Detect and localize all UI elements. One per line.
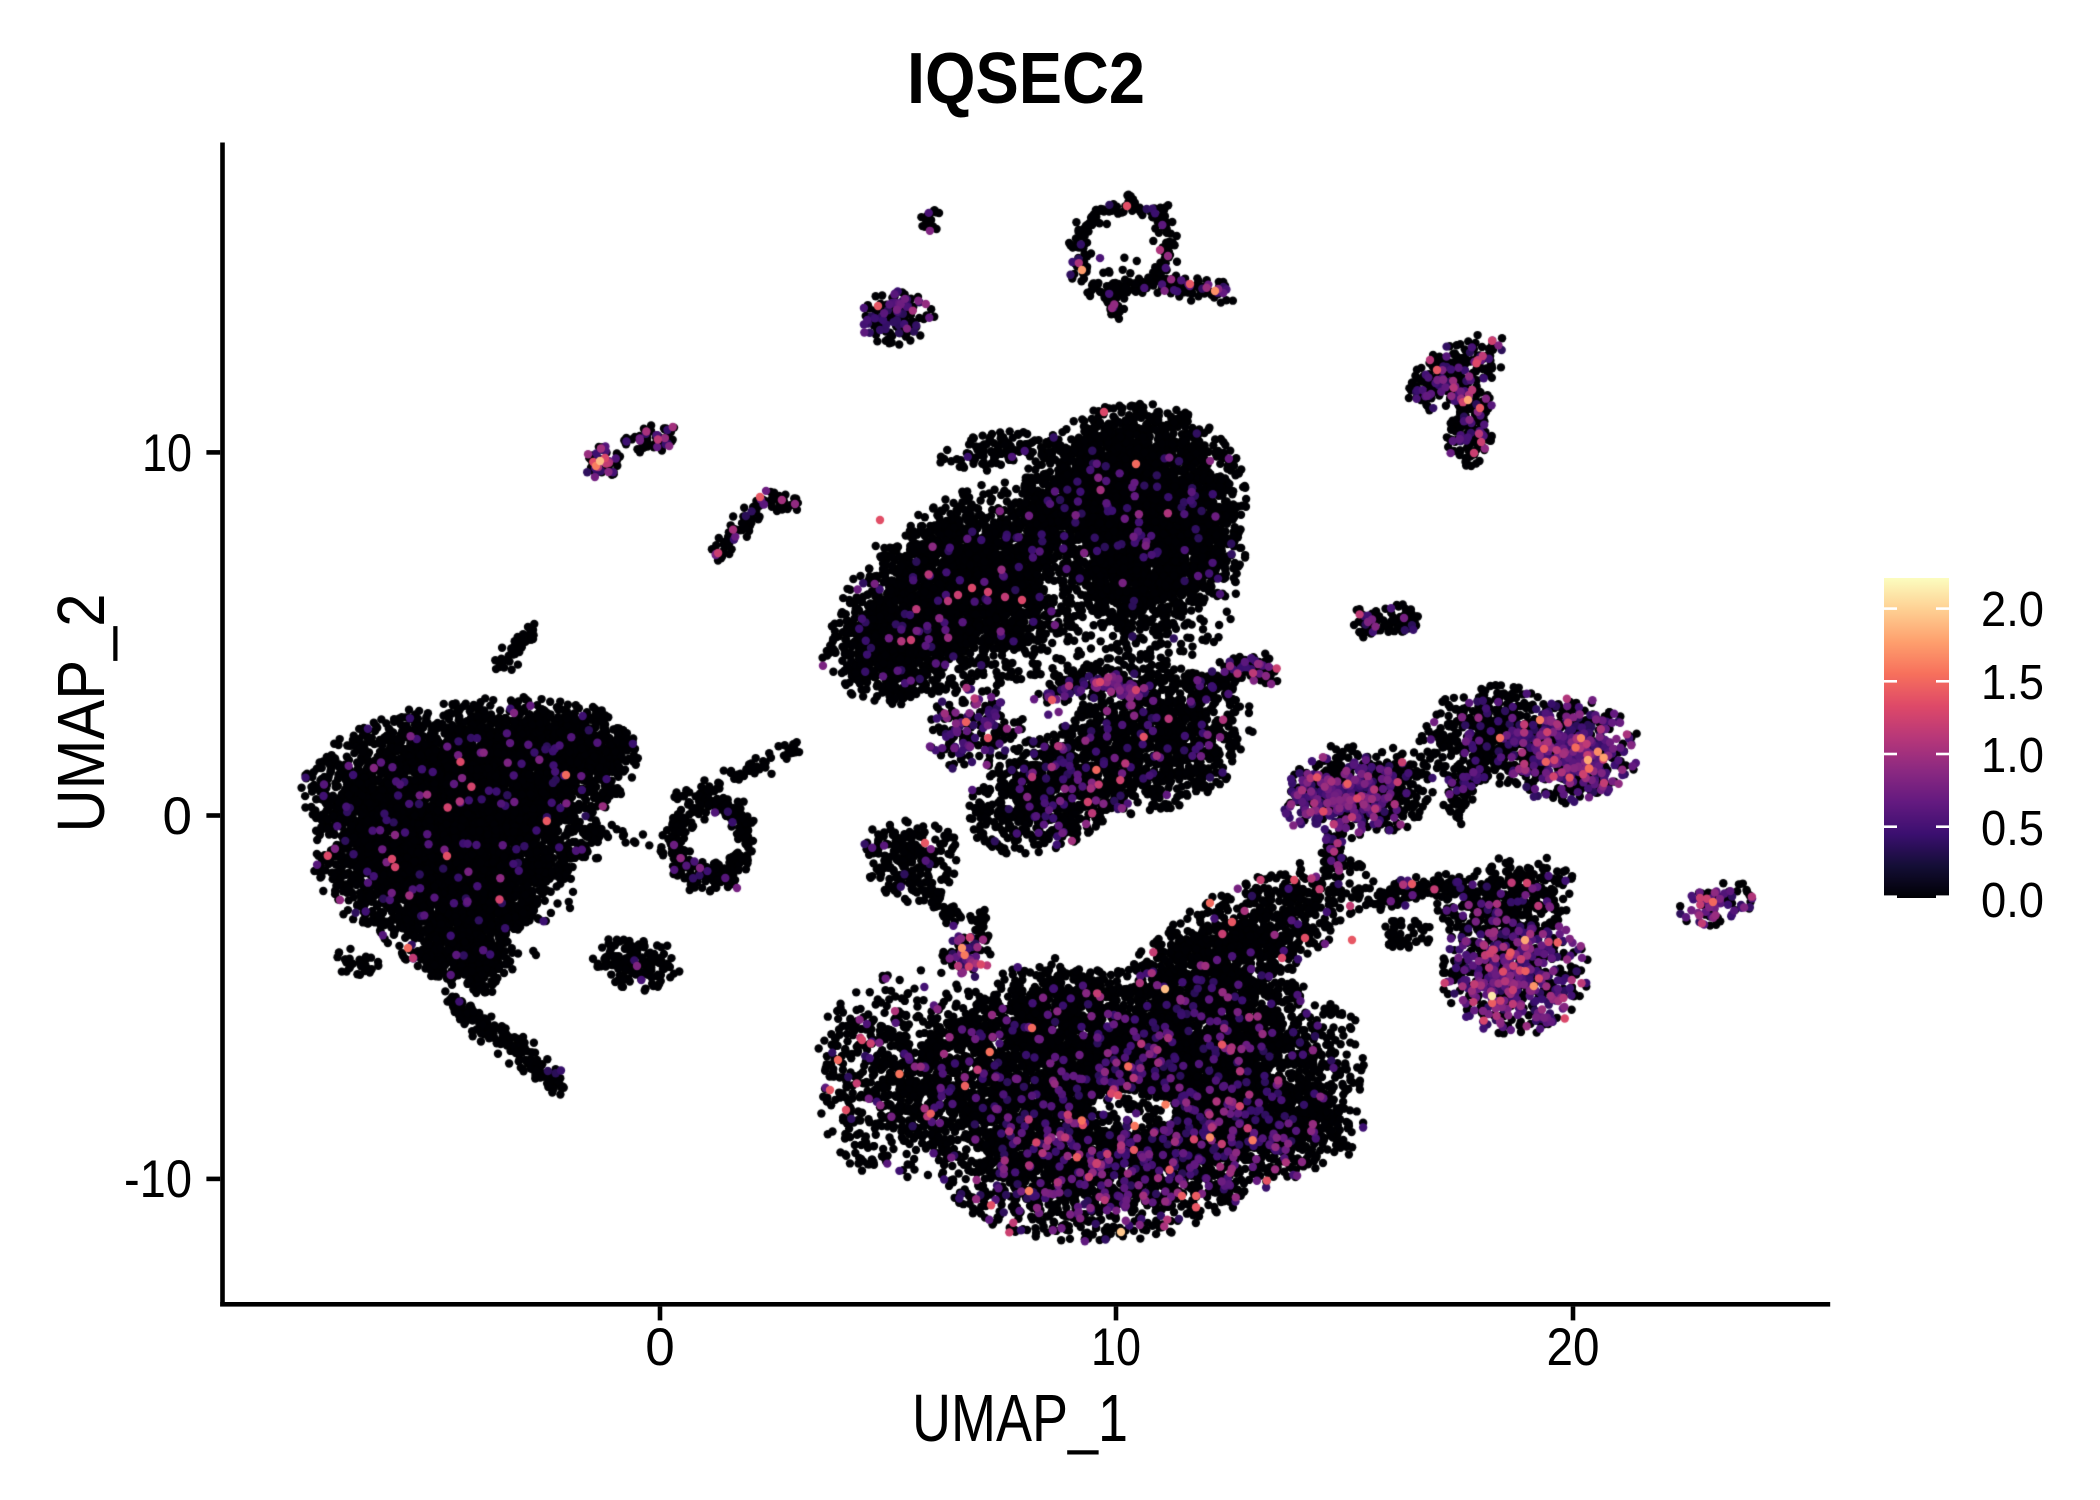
- svg-text:0: 0: [163, 787, 192, 846]
- svg-text:10: 10: [142, 424, 192, 483]
- svg-text:20: 20: [1547, 1318, 1600, 1377]
- svg-text:1.0: 1.0: [1981, 729, 2044, 783]
- svg-text:2.0: 2.0: [1981, 583, 2044, 637]
- svg-text:UMAP_1: UMAP_1: [912, 1381, 1128, 1456]
- svg-text:IQSEC2: IQSEC2: [907, 39, 1145, 119]
- svg-text:1.5: 1.5: [1981, 656, 2044, 710]
- svg-text:0: 0: [645, 1318, 674, 1377]
- svg-text:-10: -10: [124, 1150, 192, 1209]
- svg-text:0.0: 0.0: [1981, 874, 2044, 928]
- svg-text:10: 10: [1091, 1318, 1141, 1377]
- svg-text:UMAP_2: UMAP_2: [44, 594, 119, 833]
- svg-text:0.5: 0.5: [1981, 802, 2044, 856]
